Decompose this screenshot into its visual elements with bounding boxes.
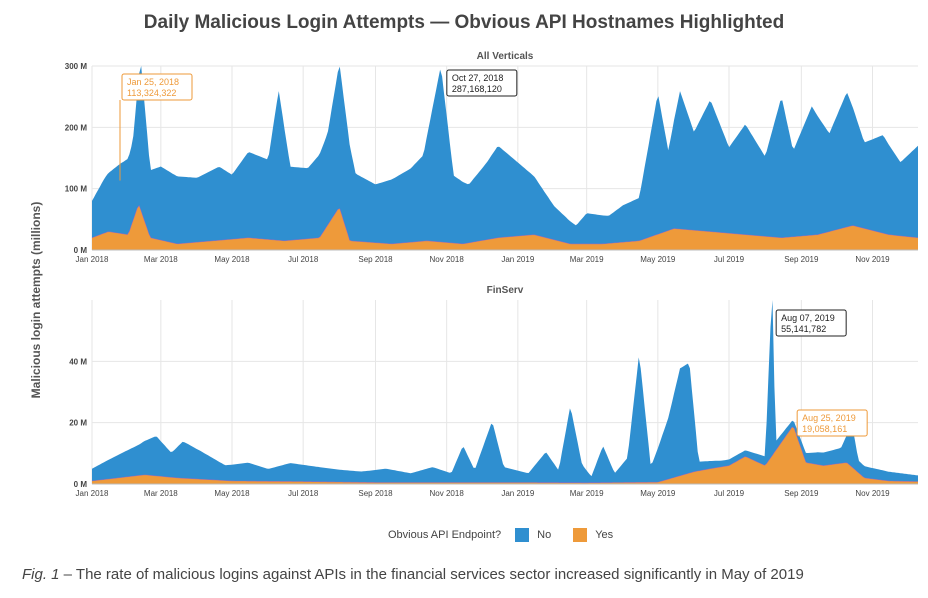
series-edge-line bbox=[91, 204, 919, 245]
annotation-box bbox=[775, 309, 847, 337]
y-tick-label: 200 M bbox=[65, 123, 88, 132]
annotation-date: Aug 07, 2019 bbox=[781, 313, 835, 323]
x-tick-label: Sep 2018 bbox=[358, 255, 393, 264]
area-series-yes bbox=[92, 427, 918, 484]
x-tick-label: May 2019 bbox=[640, 255, 676, 264]
annotation-date: Oct 27, 2018 bbox=[452, 73, 504, 83]
annotation-date: Jan 25, 2018 bbox=[127, 77, 179, 87]
x-tick-label: Mar 2019 bbox=[570, 255, 604, 264]
annotation-value: 287,168,120 bbox=[452, 84, 502, 94]
x-tick-label: Jul 2018 bbox=[288, 255, 319, 264]
y-tick-label: 0 M bbox=[74, 480, 88, 489]
y-tick-label: 40 M bbox=[69, 357, 87, 366]
caption-text: – The rate of malicious logins against A… bbox=[59, 566, 804, 583]
x-tick-label: Nov 2018 bbox=[430, 489, 465, 498]
panel-title-0: All Verticals bbox=[477, 51, 534, 62]
legend-swatch-no bbox=[515, 528, 530, 542]
x-tick-label: Mar 2019 bbox=[570, 489, 604, 498]
x-tick-label: Jan 2019 bbox=[501, 489, 534, 498]
x-tick-label: Sep 2019 bbox=[784, 489, 819, 498]
x-tick-label: Sep 2018 bbox=[358, 489, 393, 498]
x-tick-label: Mar 2018 bbox=[144, 489, 178, 498]
x-tick-label: Jul 2018 bbox=[288, 489, 319, 498]
legend-label-yes: Yes bbox=[595, 529, 614, 541]
series-edge-line bbox=[91, 426, 918, 484]
y-tick-label: 300 M bbox=[65, 62, 88, 71]
figure-caption: Fig. 1 – The rate of malicious logins ag… bbox=[22, 566, 922, 583]
x-tick-label: Jul 2019 bbox=[714, 255, 745, 264]
annotation-value: 19,058,161 bbox=[802, 424, 847, 434]
legend-swatch-yes bbox=[573, 528, 588, 542]
annotation-value: 113,324,322 bbox=[127, 88, 176, 98]
x-tick-label: Sep 2019 bbox=[784, 255, 819, 264]
legend: Obvious API Endpoint? No Yes bbox=[388, 528, 635, 542]
x-tick-label: Jan 2018 bbox=[76, 255, 109, 264]
x-tick-label: Jan 2018 bbox=[76, 489, 109, 498]
y-tick-label: 20 M bbox=[69, 419, 87, 428]
x-tick-label: May 2018 bbox=[214, 489, 250, 498]
area-series-no bbox=[92, 66, 918, 250]
y-tick-label: 0 M bbox=[74, 246, 88, 255]
legend-label-no: No bbox=[537, 529, 552, 541]
x-tick-label: Nov 2019 bbox=[855, 255, 890, 264]
x-tick-label: Jan 2019 bbox=[501, 255, 534, 264]
annotation-box bbox=[796, 409, 868, 437]
annotation-value: 55,141,782 bbox=[781, 324, 826, 334]
panel-title-1: FinServ bbox=[487, 285, 524, 296]
legend-item-no[interactable]: No bbox=[515, 528, 551, 542]
legend-item-yes[interactable]: Yes bbox=[573, 528, 613, 542]
x-tick-label: Jul 2019 bbox=[714, 489, 745, 498]
caption-prefix: Fig. 1 bbox=[22, 566, 60, 583]
annotation-box bbox=[446, 69, 518, 97]
y-tick-label: 100 M bbox=[65, 185, 88, 194]
annotation-box bbox=[121, 73, 193, 101]
x-tick-label: May 2018 bbox=[214, 255, 250, 264]
x-tick-label: Nov 2019 bbox=[855, 489, 890, 498]
x-tick-label: May 2019 bbox=[640, 489, 676, 498]
x-tick-label: Mar 2018 bbox=[144, 255, 178, 264]
x-tick-label: Nov 2018 bbox=[430, 255, 465, 264]
annotation-date: Aug 25, 2019 bbox=[802, 413, 856, 423]
chart-title: Daily Malicious Login Attempts — Obvious… bbox=[143, 12, 785, 33]
area-series-yes bbox=[92, 205, 918, 250]
legend-title: Obvious API Endpoint? bbox=[388, 529, 502, 541]
